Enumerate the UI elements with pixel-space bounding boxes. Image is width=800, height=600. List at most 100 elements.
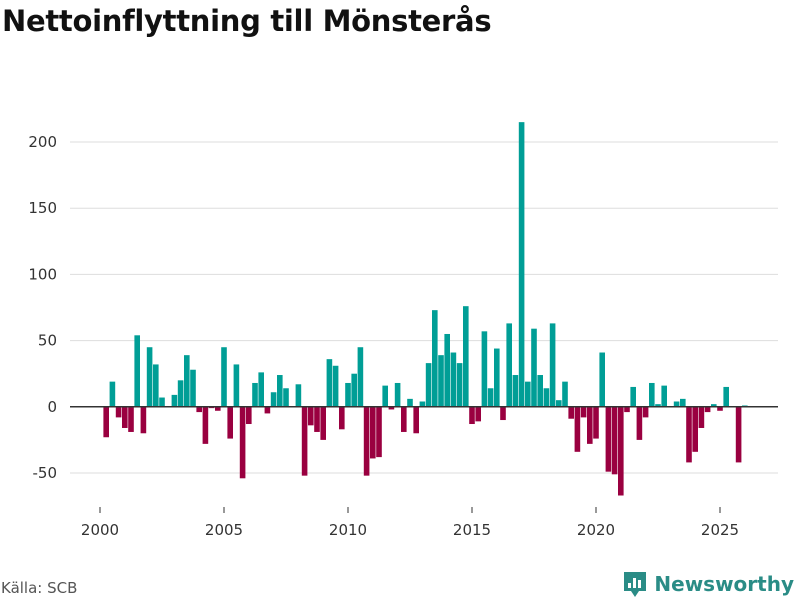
bar bbox=[543, 388, 550, 407]
bar bbox=[128, 406, 134, 432]
bar bbox=[332, 365, 339, 407]
bar bbox=[500, 406, 506, 421]
bar bbox=[463, 306, 469, 407]
x-tick-labels: 2000 2005 2010 2015 2020 2025 bbox=[81, 507, 739, 539]
bar bbox=[525, 381, 531, 407]
bar bbox=[394, 382, 401, 407]
bar bbox=[382, 385, 388, 407]
bar bbox=[649, 382, 655, 407]
newsworthy-logo[interactable]: Newsworthy bbox=[622, 569, 794, 599]
bar bbox=[103, 406, 109, 438]
bar bbox=[531, 328, 537, 407]
bar bbox=[518, 122, 525, 407]
x-tick-label: 2005 bbox=[205, 521, 243, 539]
bar bbox=[599, 352, 605, 407]
bar bbox=[562, 381, 568, 407]
bar bbox=[221, 347, 227, 407]
bar bbox=[184, 355, 190, 407]
bar bbox=[494, 348, 500, 407]
bar bbox=[456, 363, 463, 407]
bar bbox=[636, 406, 643, 440]
bar bbox=[593, 406, 599, 439]
y-tick-label: 150 bbox=[28, 199, 57, 217]
bar bbox=[481, 331, 488, 407]
bar bbox=[320, 406, 326, 440]
y-tick-label: 200 bbox=[28, 133, 57, 151]
bar bbox=[698, 406, 705, 428]
bar bbox=[252, 382, 258, 407]
bar bbox=[611, 406, 618, 475]
bar bbox=[177, 380, 184, 407]
bar bbox=[680, 398, 686, 407]
y-tick-label: 0 bbox=[47, 398, 57, 416]
bar bbox=[351, 373, 357, 407]
chart-title: Nettoinflyttning till Mönsterås bbox=[2, 4, 492, 38]
bar bbox=[618, 406, 624, 496]
bar bbox=[308, 406, 314, 426]
bar bbox=[711, 404, 717, 407]
brand-name: Newsworthy bbox=[654, 572, 794, 596]
bar bbox=[388, 406, 395, 410]
bar bbox=[370, 406, 376, 459]
y-tick-labels: -50 0 50 100 150 200 bbox=[28, 133, 57, 482]
bar bbox=[512, 375, 519, 407]
x-tick-label: 2020 bbox=[577, 521, 615, 539]
bar bbox=[549, 323, 556, 407]
bar bbox=[115, 406, 122, 418]
bar bbox=[487, 388, 494, 407]
gridlines bbox=[70, 141, 778, 474]
bar bbox=[227, 406, 233, 439]
bar bbox=[159, 397, 165, 407]
bar bbox=[556, 400, 562, 407]
x-tick-label: 2015 bbox=[453, 521, 491, 539]
y-tick-label: -50 bbox=[33, 464, 58, 482]
bar bbox=[134, 335, 140, 407]
source-label: Källa: SCB bbox=[1, 579, 78, 597]
bar bbox=[339, 406, 345, 430]
bar bbox=[723, 386, 729, 407]
bar bbox=[624, 406, 630, 413]
bar bbox=[246, 406, 252, 425]
bar bbox=[345, 382, 351, 407]
bar bbox=[661, 385, 667, 407]
bar bbox=[258, 372, 264, 407]
bar bbox=[233, 364, 240, 407]
bar bbox=[401, 406, 407, 432]
bar bbox=[277, 375, 283, 407]
bar bbox=[202, 406, 209, 444]
bar bbox=[735, 406, 742, 463]
newsworthy-icon bbox=[624, 572, 647, 597]
bar bbox=[574, 406, 581, 452]
bar bbox=[326, 359, 333, 407]
bar bbox=[692, 406, 698, 452]
bar bbox=[314, 406, 320, 432]
bar bbox=[122, 406, 128, 428]
bar bbox=[171, 394, 178, 407]
bar bbox=[630, 386, 636, 407]
bar bbox=[270, 392, 277, 407]
y-tick-label: 50 bbox=[38, 332, 57, 350]
bar bbox=[215, 406, 221, 411]
bar bbox=[413, 406, 419, 434]
bar bbox=[239, 406, 246, 479]
bar bbox=[568, 406, 574, 419]
bars bbox=[103, 122, 748, 496]
bar bbox=[376, 406, 382, 458]
bar bbox=[295, 384, 302, 407]
bar bbox=[580, 406, 587, 418]
bar bbox=[605, 406, 612, 472]
bar bbox=[673, 401, 680, 407]
bar bbox=[475, 406, 481, 422]
bar bbox=[642, 406, 649, 418]
bar bbox=[704, 406, 711, 413]
y-tick-label: 100 bbox=[28, 265, 57, 283]
bar bbox=[283, 388, 289, 407]
bar bbox=[717, 406, 723, 411]
bar bbox=[190, 369, 196, 407]
bar bbox=[425, 363, 432, 407]
x-tick-label: 2010 bbox=[329, 521, 367, 539]
bar bbox=[686, 406, 692, 463]
bar bbox=[450, 352, 457, 407]
bar bbox=[444, 333, 450, 407]
